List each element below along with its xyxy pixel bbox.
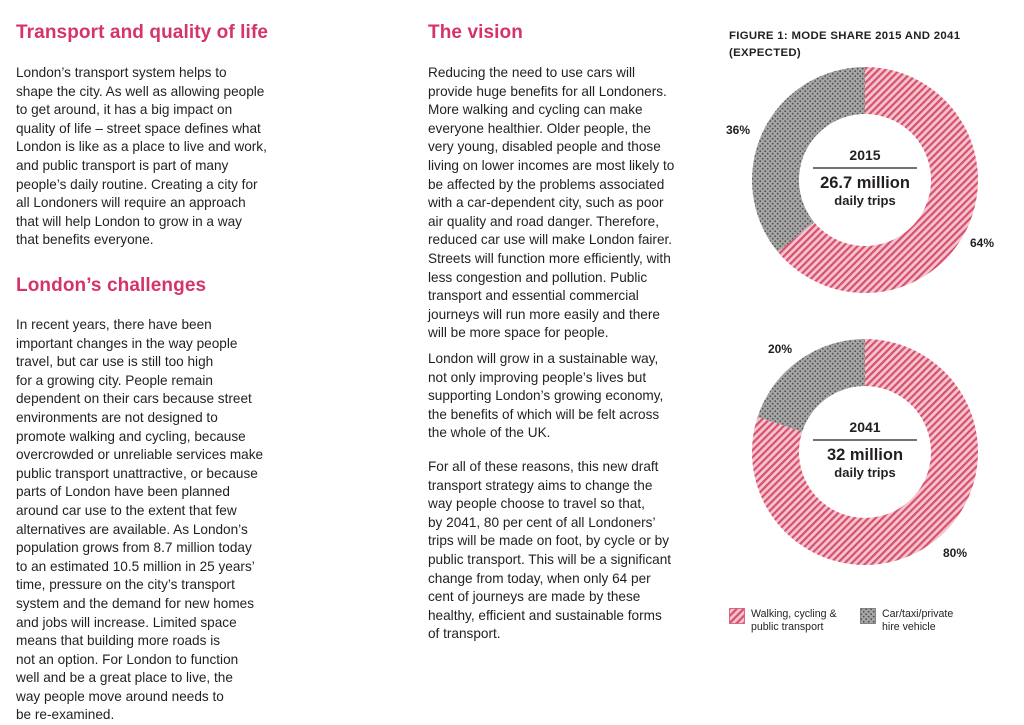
donut-slice-2015-car (752, 67, 865, 253)
paragraph-londons-challenges: In recent years, there have been importa… (16, 317, 264, 723)
center-daily-trips-2041: daily trips (834, 465, 895, 480)
slice-label-2015-car: 36% (726, 123, 750, 137)
legend-label-walking-cycling: Walking, cycling & public transport (751, 608, 837, 633)
heading-the-vision: The vision (428, 22, 523, 43)
legend-label-car-taxi: Car/taxi/private hire vehicle (882, 608, 954, 633)
center-year-2041: 2041 (849, 419, 880, 435)
slice-label-2041-sustainable: 80% (943, 546, 967, 560)
slice-label-2041-car: 20% (768, 342, 792, 356)
dots-swatch-icon (860, 608, 876, 624)
heading-transport-quality-of-life: Transport and quality of life (16, 22, 269, 43)
center-total-2041: 32 million (827, 446, 903, 464)
donut-slice-2041-sustainable (752, 339, 978, 565)
legend-item-walking-cycling: Walking, cycling & public transport (729, 608, 837, 634)
paragraph-transport-quality: London’s transport system helps to shape… (16, 65, 267, 248)
slice-label-2015-sustainable: 64% (970, 236, 994, 250)
hatch-swatch-icon (729, 608, 745, 624)
donut-slice-2041-car (757, 339, 865, 432)
paragraph-vision-1: Reducing the need to use cars will provi… (428, 65, 675, 341)
legend-item-car-taxi: Car/taxi/private hire vehicle (860, 608, 953, 634)
center-total-2015: 26.7 million (820, 174, 910, 192)
paragraph-vision-3: For all of these reasons, this new draft… (428, 459, 672, 642)
figure-title: FIGURE 1: MODE SHARE 2015 AND 2041 (EXPE… (729, 30, 961, 59)
center-daily-trips-2015: daily trips (834, 193, 895, 208)
center-year-2015: 2015 (849, 147, 880, 163)
paragraph-vision-2: London will grow in a sustainable way, n… (428, 351, 664, 441)
donut-slice-2015-sustainable (777, 67, 978, 293)
heading-londons-challenges: London’s challenges (16, 275, 207, 296)
